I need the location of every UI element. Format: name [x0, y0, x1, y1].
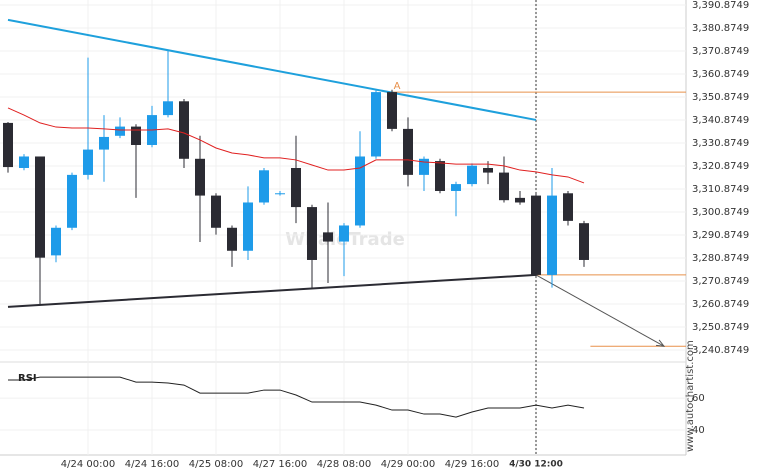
x-tick-label: 4/29 00:00 [381, 459, 435, 470]
candle-body [435, 161, 445, 191]
y-tick-label: 3,370.8749 [692, 46, 749, 57]
y-tick-label: 3,330.8749 [692, 138, 749, 149]
candle-body [371, 92, 381, 157]
candle-body [3, 122, 13, 168]
candle-body [131, 126, 141, 145]
candle-body [579, 223, 589, 260]
x-tick-label: 4/28 08:00 [317, 459, 371, 470]
candle-body [227, 227, 237, 251]
y-tick-label: 3,300.8749 [692, 207, 749, 218]
candle-body [307, 207, 317, 260]
candle-body [243, 202, 253, 251]
trend-line [7, 18, 537, 121]
moving-average [7, 107, 585, 184]
trend-line [7, 273, 537, 308]
y-tick-label: 3,250.8749 [692, 322, 749, 333]
x-tick-label: 4/25 08:00 [189, 459, 243, 470]
rsi-tick-label: 60 [692, 393, 705, 404]
candle-body [115, 126, 125, 136]
candle-body [483, 167, 493, 173]
candle-body [403, 128, 413, 175]
candle-body [323, 232, 333, 242]
y-tick-label: 3,350.8749 [692, 92, 749, 103]
candle-body [275, 193, 285, 195]
candle-body [547, 195, 557, 275]
candle-body [499, 172, 509, 201]
y-tick-label: 3,280.8749 [692, 253, 749, 264]
candle-body [211, 195, 221, 228]
candle-body [83, 149, 93, 175]
x-tick-label: 4/24 00:00 [61, 459, 115, 470]
y-tick-label: 3,390.8749 [692, 0, 749, 11]
y-tick-label: 3,320.8749 [692, 161, 749, 172]
candle-body [355, 156, 365, 226]
y-tick-label: 3,270.8749 [692, 276, 749, 287]
candle-body [163, 101, 173, 116]
y-tick-label: 3,380.8749 [692, 23, 749, 34]
y-tick-label: 3,290.8749 [692, 230, 749, 241]
candle-body [19, 156, 29, 168]
site-label: www.autochartist.com [685, 340, 696, 452]
candle-body [515, 197, 525, 203]
candle-body [291, 167, 301, 208]
y-tick-label: 3,310.8749 [692, 184, 749, 195]
y-tick-label: 3,360.8749 [692, 69, 749, 80]
candle-body [387, 92, 397, 129]
candle-body [531, 195, 541, 275]
forecast-arrow [535, 274, 665, 347]
x-tick-label: 4/30 12:00 [509, 460, 563, 470]
point-label: A [394, 81, 401, 92]
candle-body [339, 225, 349, 242]
rsi-tick-label: 40 [692, 425, 705, 436]
candle-body [35, 156, 45, 258]
candle-body [99, 136, 109, 150]
rsi-label: RSI [18, 373, 37, 384]
candle-body [67, 174, 77, 228]
y-tick-label: 3,340.8749 [692, 115, 749, 126]
candle-body [563, 193, 573, 221]
y-tick-label: 3,260.8749 [692, 299, 749, 310]
candle-body [51, 227, 61, 256]
x-tick-label: 4/29 16:00 [445, 459, 499, 470]
candle-body [259, 170, 269, 203]
y-tick-label: 3,240.8749 [692, 345, 749, 356]
arrow-head [655, 339, 666, 347]
candle-body [195, 158, 205, 196]
candle-body [419, 158, 429, 175]
x-tick-label: 4/27 16:00 [253, 459, 307, 470]
candle-body [179, 101, 189, 159]
rsi-line [8, 376, 585, 418]
x-tick-label: 4/24 16:00 [125, 459, 179, 470]
candle-body [467, 165, 477, 185]
candle-body [451, 184, 461, 191]
